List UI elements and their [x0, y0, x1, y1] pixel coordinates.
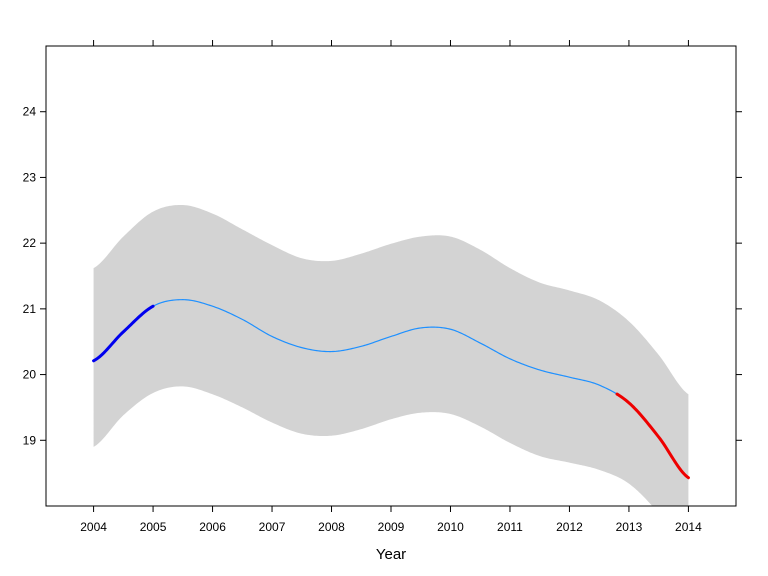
x-axis-title: Year: [376, 546, 406, 563]
confidence-band: [93, 204, 689, 506]
y-tick-label: 20: [23, 368, 37, 382]
x-tick-label: 2012: [556, 520, 583, 534]
y-tick-label: 21: [23, 302, 37, 316]
y-tick-label: 23: [23, 170, 37, 184]
x-tick-label: 2011: [497, 520, 523, 534]
y-tick-label: 19: [23, 433, 37, 447]
x-tick-label: 2005: [140, 520, 167, 534]
x-tick-label: 2009: [378, 520, 405, 534]
tick-layer: [40, 40, 742, 512]
fit-line-layer: [92, 299, 690, 480]
y-tick-label: 22: [23, 236, 37, 250]
x-tick-label: 2007: [259, 520, 286, 534]
y-tick-label: 24: [23, 105, 37, 119]
x-tick-label: 2004: [80, 520, 107, 534]
x-tick-label: 2013: [616, 520, 643, 534]
confidence-band-layer: [93, 204, 689, 506]
x-tick-label: 2006: [199, 520, 226, 534]
tick-label-layer: 2004 2005 2006 2007 2008 2009 2010 2011 2012 2013…: [23, 105, 702, 534]
fit-line: [93, 299, 689, 479]
x-tick-label: 2014: [675, 520, 702, 534]
increasing-segment: [92, 304, 155, 363]
x-tick-label: 2010: [437, 520, 464, 534]
x-tick-label: 2008: [318, 520, 345, 534]
decreasing-segment: [615, 392, 690, 480]
